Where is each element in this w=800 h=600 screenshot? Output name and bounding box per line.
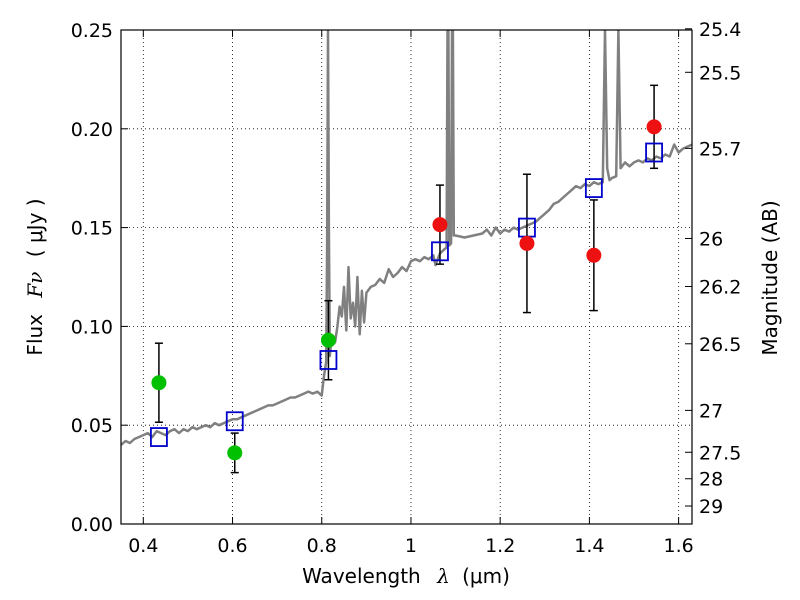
x-axis-title-unit: (μm)	[462, 564, 510, 588]
y-axis-title: Flux Fν ( μJy )	[23, 198, 47, 355]
model-point	[319, 350, 338, 370]
x-tick-label: 1.6	[664, 535, 694, 557]
y2-tick-label: 27.5	[699, 442, 741, 464]
y2-axis-title: Magnitude (AB)	[758, 200, 782, 355]
model-point	[645, 142, 663, 163]
y2-tick-label: 25.5	[699, 62, 741, 84]
y2-tick-label: 28	[699, 469, 723, 491]
y-tick-label: 0.10	[71, 316, 113, 338]
y-tick-label: 0.00	[71, 514, 113, 536]
model-point	[431, 241, 449, 262]
observed-point-red	[432, 217, 448, 233]
y2-tick-label: 26.2	[699, 276, 741, 298]
x-axis-title-text: Wavelength	[302, 564, 421, 588]
y-axis-title-text: Flux	[23, 314, 47, 356]
y-axis-title-unit: ( μJy )	[23, 198, 47, 257]
y-tick-label: 0.15	[71, 218, 113, 240]
x-axis-title-symbol: λ	[436, 564, 450, 588]
y-tick-label: 0.20	[71, 119, 113, 141]
observed-point-green	[151, 375, 167, 391]
spectrum-line	[121, 30, 692, 446]
model-point	[225, 411, 244, 432]
x-tick-label: 0.8	[307, 535, 337, 557]
y2-tick-label: 26.5	[699, 334, 741, 356]
y-tick-label: 0.25	[71, 20, 113, 42]
x-tick-label: 1.2	[485, 535, 515, 557]
y2-tick-label: 27	[699, 400, 723, 422]
y2-tick-label: 25.4	[699, 19, 741, 41]
model-point	[584, 178, 603, 198]
plot-data	[121, 30, 692, 474]
y-axis-title-symbol: Fν	[23, 272, 47, 299]
x-axis-title: Wavelength λ (μm)	[302, 564, 510, 588]
y-tick-label: 0.05	[71, 415, 113, 437]
observed-point-red	[646, 119, 662, 135]
x-tick-label: 1	[405, 535, 417, 557]
y2-tick-label: 26	[699, 228, 723, 250]
x-tick-label: 0.6	[217, 535, 247, 557]
plot-frame	[120, 29, 693, 525]
y2-tick-label: 25.7	[699, 138, 741, 160]
x-tick-label: 1.4	[574, 535, 604, 557]
observed-point-green	[227, 445, 243, 461]
observed-point-red	[519, 235, 535, 251]
axes-ticks: 0.4 0.6 0.8 1 1.2 1.4 1.6 0.00 0.05 0.10 0.15 0.20 0…	[71, 19, 742, 557]
model-point	[150, 427, 168, 447]
x-tick-label: 0.4	[128, 535, 158, 557]
observed-point-red	[586, 247, 602, 263]
y2-tick-label: 29	[699, 496, 723, 518]
observed-point-green	[320, 332, 336, 348]
